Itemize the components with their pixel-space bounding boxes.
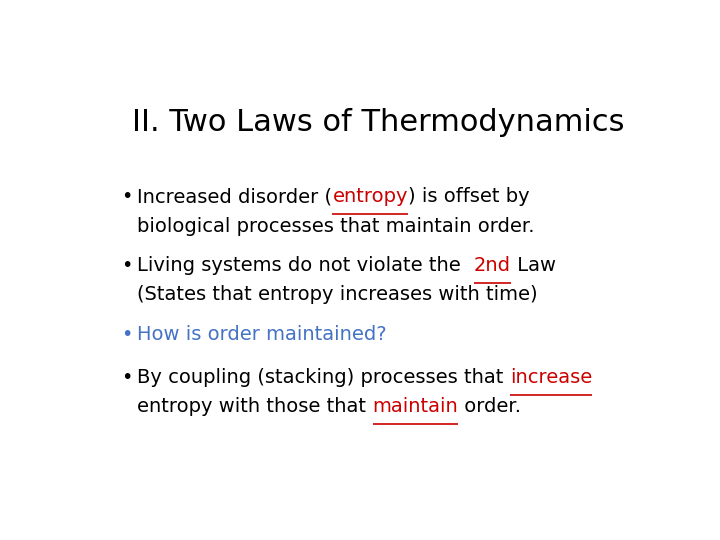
Text: How is order maintained?: How is order maintained? xyxy=(138,325,387,343)
Text: entropy: entropy xyxy=(333,187,408,206)
Text: 2nd: 2nd xyxy=(474,256,510,275)
Text: (States that entropy increases with time): (States that entropy increases with time… xyxy=(138,285,538,304)
Text: II. Two Laws of Thermodynamics: II. Two Laws of Thermodynamics xyxy=(132,109,624,138)
Text: •: • xyxy=(121,368,132,387)
Text: entropy with those that: entropy with those that xyxy=(138,397,373,416)
Text: •: • xyxy=(121,187,132,206)
Text: Increased disorder (: Increased disorder ( xyxy=(138,187,333,206)
Text: By coupling (stacking) processes that: By coupling (stacking) processes that xyxy=(138,368,510,387)
Text: maintain: maintain xyxy=(373,397,459,416)
Text: •: • xyxy=(121,325,132,343)
Text: Living systems do not violate the: Living systems do not violate the xyxy=(138,256,474,275)
Text: increase: increase xyxy=(510,368,593,387)
Text: order.: order. xyxy=(459,397,521,416)
Text: ) is offset by: ) is offset by xyxy=(408,187,529,206)
Text: biological processes that maintain order.: biological processes that maintain order… xyxy=(138,217,535,235)
Text: •: • xyxy=(121,256,132,275)
Text: Law: Law xyxy=(510,256,556,275)
